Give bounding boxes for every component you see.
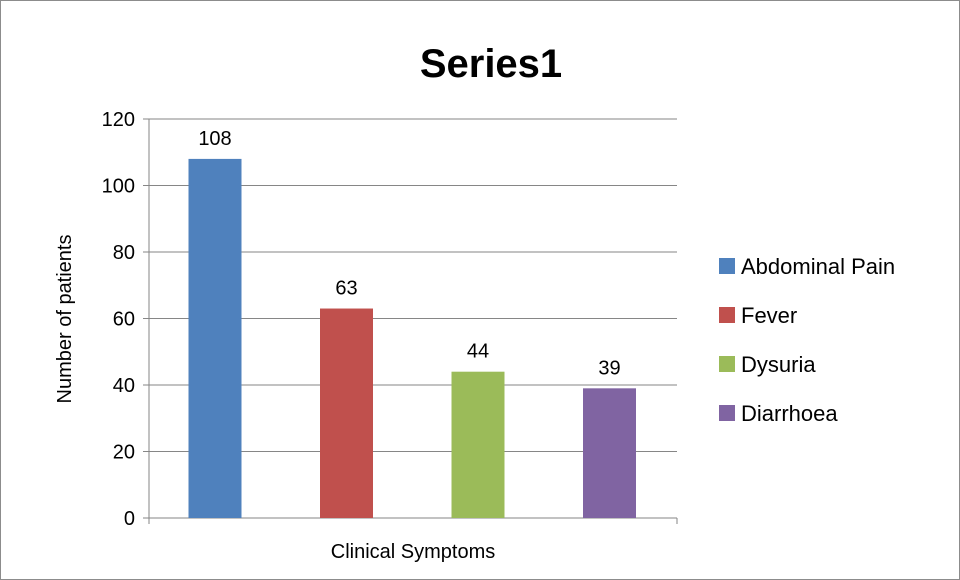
x-axis-label: Clinical Symptoms <box>331 541 495 563</box>
bar-fever <box>320 308 373 518</box>
y-tick-labels: 0 20 40 60 80 100 120 <box>102 109 135 530</box>
legend-entry: Abdominal Pain <box>741 254 895 279</box>
y-tick-label: 60 <box>113 309 135 331</box>
bar-diarrhoea <box>583 388 636 518</box>
legend-entry: Dysuria <box>741 352 816 377</box>
legend-entry: Diarrhoea <box>741 401 838 426</box>
y-tick-label: 120 <box>102 109 135 131</box>
data-label: 39 <box>598 357 620 379</box>
y-tick-label: 100 <box>102 176 135 198</box>
chart-title: Series1 <box>420 42 562 86</box>
data-label: 44 <box>467 341 489 363</box>
legend: Abdominal Pain Fever Dysuria Diarrhoea <box>719 254 895 426</box>
bar-dysuria <box>451 371 505 518</box>
bar-abdominal-pain <box>188 158 242 518</box>
y-tick-label: 20 <box>113 442 135 464</box>
y-tick-label: 80 <box>113 242 135 264</box>
y-tick-label: 40 <box>113 375 135 397</box>
legend-swatch <box>719 356 735 372</box>
legend-swatch <box>719 258 735 274</box>
y-tick-label: 0 <box>124 508 135 530</box>
legend-swatch <box>719 405 735 421</box>
data-label: 108 <box>198 128 231 150</box>
data-labels: 108 63 44 39 <box>198 128 620 379</box>
bars <box>188 158 636 518</box>
y-axis-label: Number of patients <box>54 235 76 404</box>
legend-swatch <box>719 307 735 323</box>
data-label: 63 <box>335 278 357 300</box>
legend-entry: Fever <box>741 303 797 328</box>
